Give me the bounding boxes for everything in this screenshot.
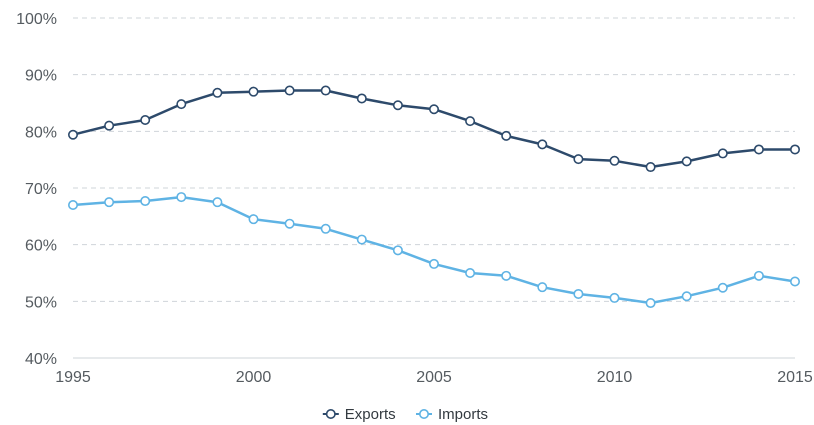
exports-point (609, 155, 620, 166)
imports-point (356, 234, 367, 245)
legend-item-exports[interactable]: Exports (322, 406, 396, 423)
imports-point (212, 197, 223, 208)
x-tick-label: 2005 (416, 369, 452, 386)
imports-point (681, 291, 692, 302)
exports-point (392, 100, 403, 111)
imports-point (140, 196, 151, 207)
imports-point (392, 245, 403, 256)
exports-point (104, 120, 115, 131)
imports-point (645, 298, 656, 309)
imports-point (537, 282, 548, 293)
legend-label: Exports (345, 406, 396, 423)
exports-point (573, 154, 584, 165)
exports-point (320, 85, 331, 96)
imports-point (104, 197, 115, 208)
gridlines (73, 17, 795, 359)
series-lines (68, 85, 800, 309)
imports-point (501, 270, 512, 281)
y-tick-label: 80% (25, 124, 57, 141)
y-tick-label: 70% (25, 181, 57, 198)
y-tick-label: 40% (25, 351, 57, 368)
imports-point (68, 200, 79, 211)
x-tick-label: 1995 (55, 369, 91, 386)
y-tick-label: 90% (25, 68, 57, 85)
exports-point (753, 144, 764, 155)
x-tick-label: 2000 (236, 369, 272, 386)
exports-point (176, 99, 187, 110)
exports-point (248, 86, 259, 97)
imports-point (573, 288, 584, 299)
imports-point (428, 258, 439, 269)
imports-point (176, 192, 187, 203)
imports-point (284, 218, 295, 229)
exports-point (537, 139, 548, 150)
imports-point (320, 223, 331, 234)
exports-point (428, 104, 439, 115)
legend-marker-icon (418, 408, 429, 419)
y-tick-label: 50% (25, 294, 57, 311)
exports-series (68, 85, 800, 173)
imports-series (68, 192, 800, 309)
x-axis-tick-labels: 1995 2000 2005 2010 2015 (55, 369, 813, 386)
exports-point (284, 85, 295, 96)
imports-point (609, 292, 620, 303)
exports-point (465, 116, 476, 127)
exports-point (212, 87, 223, 98)
x-tick-label: 2015 (777, 369, 813, 386)
legend-item-imports[interactable]: Imports (416, 406, 488, 423)
exports-point (717, 148, 728, 159)
exports-point (501, 130, 512, 141)
exports-point (68, 129, 79, 140)
legend-marker-icon (325, 408, 336, 419)
exports-point (645, 162, 656, 173)
imports-point (717, 282, 728, 293)
y-tick-label: 60% (25, 238, 57, 255)
exports-point (681, 156, 692, 167)
y-axis-tick-labels: 40% 50% 60% 70% 80% 90% 100% (16, 11, 57, 368)
imports-point (789, 276, 800, 287)
x-tick-label: 2010 (597, 369, 633, 386)
imports-point (465, 267, 476, 278)
legend-label: Imports (438, 406, 488, 423)
exports-point (140, 115, 151, 126)
y-tick-label: 100% (16, 11, 57, 28)
exports-point (356, 93, 367, 104)
imports-point (248, 214, 259, 225)
legend: Exports Imports (322, 406, 488, 423)
imports-line (72, 195, 796, 305)
imports-point (753, 270, 764, 281)
exports-point (789, 144, 800, 155)
